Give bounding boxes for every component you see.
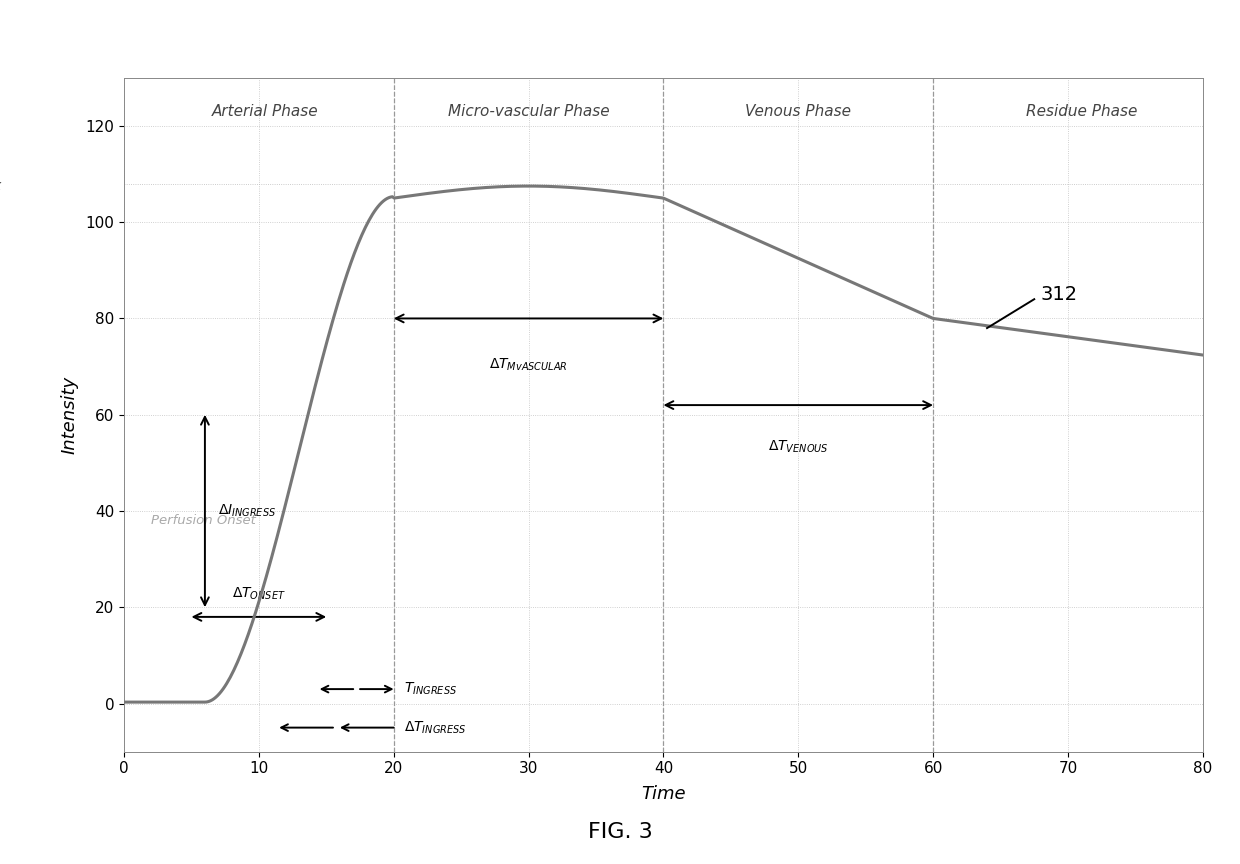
Text: $T_{INGRESS}$: $T_{INGRESS}$	[404, 681, 458, 697]
Text: Arterial Phase: Arterial Phase	[212, 104, 319, 119]
Text: Micro-vascular Phase: Micro-vascular Phase	[448, 104, 609, 119]
Text: Venous Phase: Venous Phase	[745, 104, 851, 119]
Y-axis label: Intensity: Intensity	[61, 376, 78, 454]
Text: $I_{MAX}$: $I_{MAX}$	[0, 175, 2, 193]
X-axis label: Time: Time	[641, 785, 686, 803]
Text: 312: 312	[1042, 285, 1078, 304]
Text: FIG. 3: FIG. 3	[588, 823, 652, 842]
Text: $\Delta T_{INGRESS}$: $\Delta T_{INGRESS}$	[404, 720, 467, 736]
Text: Perfusion Onset: Perfusion Onset	[151, 514, 255, 527]
Text: $\Delta I_{INGRESS}$: $\Delta I_{INGRESS}$	[218, 503, 277, 519]
Text: Residue Phase: Residue Phase	[1025, 104, 1137, 119]
Text: $\Delta T_{MvASCULAR}$: $\Delta T_{MvASCULAR}$	[490, 357, 568, 373]
Text: $\Delta T_{ONSET}$: $\Delta T_{ONSET}$	[232, 586, 285, 602]
Text: $\Delta T_{VENOUS}$: $\Delta T_{VENOUS}$	[768, 439, 828, 455]
